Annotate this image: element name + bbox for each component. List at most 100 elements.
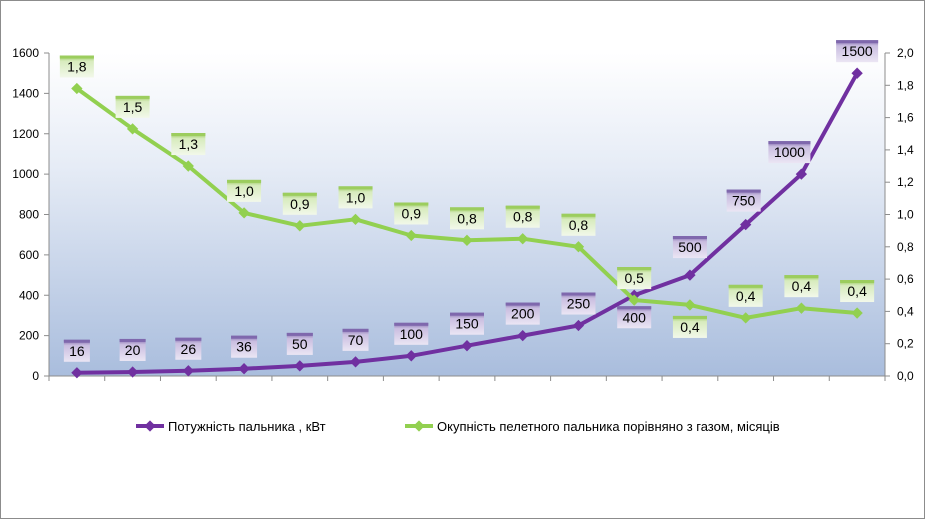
purple-data-label: 100 xyxy=(400,326,424,342)
purple-data-label-edge xyxy=(63,339,90,343)
green-data-label: 0,4 xyxy=(792,278,812,294)
green-data-label-box xyxy=(59,55,94,78)
green-data-label: 1,5 xyxy=(123,99,143,115)
green-data-label-edge xyxy=(672,315,707,319)
purple-data-label: 500 xyxy=(678,239,702,255)
legend-swatch-marker xyxy=(144,420,156,432)
purple-data-label-edge xyxy=(394,322,429,326)
series-1-marker xyxy=(126,366,139,378)
purple-data-label-edge xyxy=(231,335,258,339)
purple-data-label-edge xyxy=(672,236,707,240)
series-2-marker xyxy=(405,229,417,242)
left-tick-label: 1200 xyxy=(12,127,39,141)
purple-data-label-edge xyxy=(836,40,879,44)
series-1-marker xyxy=(294,360,306,372)
green-data-label: 1,3 xyxy=(179,136,199,152)
purple-data-label-box xyxy=(342,328,369,351)
series-2-marker xyxy=(71,82,83,95)
green-data-label-edge xyxy=(59,55,94,59)
green-data-label: 0,8 xyxy=(457,210,477,226)
right-tick-label: 1,2 xyxy=(897,175,914,189)
purple-data-label: 50 xyxy=(292,336,308,352)
purple-data-label: 750 xyxy=(732,193,756,209)
green-data-label-box xyxy=(171,133,206,156)
series-2-marker xyxy=(182,160,194,172)
green-data-label-box xyxy=(784,275,819,298)
green-data-label-edge xyxy=(728,284,763,288)
green-data-label: 0,5 xyxy=(624,270,644,286)
series-2-marker xyxy=(238,207,250,219)
purple-data-label: 1000 xyxy=(774,144,805,160)
right-tick-label: 0,8 xyxy=(897,240,914,254)
green-data-label-edge xyxy=(450,207,484,211)
legend: Потужність пальника , кВт Окупність пелет… xyxy=(136,419,780,434)
green-data-label-edge xyxy=(282,192,317,196)
series-1-marker xyxy=(71,367,83,379)
purple-data-label-edge xyxy=(342,328,369,332)
purple-data-label-box xyxy=(286,332,313,355)
purple-data-label-box xyxy=(231,335,258,358)
purple-data-label-box xyxy=(617,306,652,329)
right-tick-label: 1,0 xyxy=(897,208,914,222)
green-data-label: 0,8 xyxy=(513,209,533,225)
right-tick-label: 0,2 xyxy=(897,337,914,351)
right-tick-label: 0,0 xyxy=(897,369,914,383)
green-data-label-box xyxy=(561,213,596,236)
purple-data-label-box xyxy=(450,312,484,335)
green-data-label: 1,0 xyxy=(234,183,254,199)
green-data-label-box xyxy=(672,315,707,338)
green-data-label-edge xyxy=(561,213,596,217)
left-tick-label: 600 xyxy=(19,248,39,262)
purple-data-label: 16 xyxy=(69,343,85,359)
green-data-label: 0,4 xyxy=(680,319,700,335)
right-tick-label: 0,4 xyxy=(897,304,914,318)
green-data-label-edge xyxy=(617,267,652,271)
green-data-label-edge xyxy=(115,95,150,99)
series-1-marker xyxy=(517,329,529,342)
purple-data-label: 250 xyxy=(567,296,591,312)
green-data-label: 1,0 xyxy=(346,189,366,205)
right-tick-label: 1,4 xyxy=(897,143,914,157)
green-data-label-edge xyxy=(171,133,206,137)
right-axis-ticks: 0,0 0,2 0,4 0,6 0,8 1,0 1,2 1,4 1,6 1,8 2,0 xyxy=(885,46,914,383)
purple-data-label: 26 xyxy=(181,341,197,357)
series-2-marker xyxy=(572,241,585,253)
green-data-label-edge xyxy=(505,205,540,209)
left-tick-label: 200 xyxy=(19,329,39,343)
purple-data-label-edge xyxy=(505,302,540,306)
right-tick-label: 1,8 xyxy=(897,78,914,92)
purple-data-label-box xyxy=(119,338,146,361)
purple-data-label-box xyxy=(394,322,429,345)
purple-data-label-box xyxy=(505,302,540,325)
purple-data-label: 150 xyxy=(455,316,479,332)
green-data-label-box xyxy=(227,179,262,202)
green-data-label: 0,4 xyxy=(847,283,867,299)
green-data-label-box xyxy=(282,192,317,215)
left-tick-label: 800 xyxy=(19,208,39,222)
purple-data-label: 36 xyxy=(236,339,252,355)
purple-data-label-edge xyxy=(450,312,484,316)
purple-data-label-box xyxy=(672,236,707,259)
left-tick-label: 1600 xyxy=(12,46,39,60)
green-data-label-edge xyxy=(394,202,429,206)
series-1-marker xyxy=(349,356,362,368)
purple-data-label-edge xyxy=(119,338,146,342)
purple-data-label-box xyxy=(768,141,811,164)
left-axis-ticks: 0 200 400 600 800 1000 1200 1400 1600 xyxy=(12,46,49,383)
purple-data-label-box xyxy=(63,339,90,362)
green-data-label: 0,9 xyxy=(402,205,422,221)
purple-data-label: 20 xyxy=(125,342,141,358)
purple-data-label: 1500 xyxy=(842,43,873,59)
green-data-label-box xyxy=(840,280,875,303)
series-1-marker xyxy=(405,350,417,362)
purple-data-label: 200 xyxy=(511,306,535,322)
green-data-label-edge xyxy=(227,179,262,183)
green-data-label: 1,8 xyxy=(67,59,87,75)
purple-data-label-edge xyxy=(768,141,811,145)
right-tick-label: 0,6 xyxy=(897,272,914,286)
green-data-label-box xyxy=(728,284,763,307)
purple-data-label: 70 xyxy=(348,332,364,348)
green-data-label-box xyxy=(338,186,373,209)
legend-label: Окупність пелетного пальника порівняно з… xyxy=(437,419,780,434)
